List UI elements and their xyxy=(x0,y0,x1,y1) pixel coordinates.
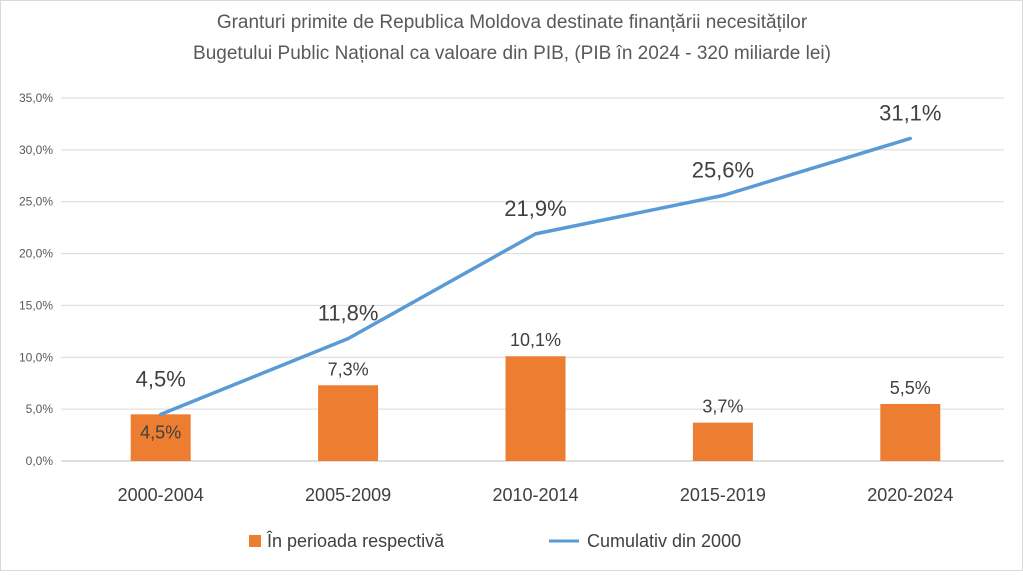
x-tick-label: 2015-2019 xyxy=(680,485,766,505)
chart-subtitle: Bugetului Public Național ca valoare din… xyxy=(193,43,831,64)
legend-label-bars: În perioada respectivă xyxy=(266,531,445,551)
legend-label-line: Cumulativ din 2000 xyxy=(587,531,741,551)
x-tick-label: 2020-2024 xyxy=(867,485,953,505)
line-data-label: 31,1% xyxy=(879,100,941,125)
x-tick-label: 2010-2014 xyxy=(492,485,578,505)
bar-data-label: 3,7% xyxy=(702,397,743,417)
line-data-label: 21,9% xyxy=(504,196,566,221)
y-tick-label: 0,0% xyxy=(26,454,54,468)
cumulative-line xyxy=(158,136,913,417)
bar-data-label: 7,3% xyxy=(328,359,369,379)
line-data-label: 25,6% xyxy=(692,157,754,182)
y-tick-label: 10,0% xyxy=(19,350,53,364)
y-tick-label: 35,0% xyxy=(19,91,53,105)
bar-data-label: 10,1% xyxy=(510,330,561,350)
x-tick-label: 2005-2009 xyxy=(305,485,391,505)
bar xyxy=(130,414,191,461)
bar-data-label: 4,5% xyxy=(140,422,181,442)
bar xyxy=(692,422,753,461)
bar xyxy=(505,356,566,461)
bar-data-label: 5,5% xyxy=(890,378,931,398)
y-tick-label: 30,0% xyxy=(19,143,53,157)
bar xyxy=(318,385,379,461)
line-data-label: 4,5% xyxy=(136,366,186,391)
legend-swatch-bars xyxy=(249,535,261,547)
legend: În perioada respectivă Cumulativ din 200… xyxy=(249,531,741,551)
bar xyxy=(880,403,941,461)
y-tick-label: 20,0% xyxy=(19,247,53,261)
x-tick-label: 2000-2004 xyxy=(118,485,204,505)
line-data-label: 11,8% xyxy=(318,301,379,326)
y-tick-label: 25,0% xyxy=(19,195,53,209)
chart-title: Granturi primite de Republica Moldova de… xyxy=(217,12,808,33)
y-tick-label: 5,0% xyxy=(26,402,54,416)
y-tick-label: 15,0% xyxy=(19,298,53,312)
